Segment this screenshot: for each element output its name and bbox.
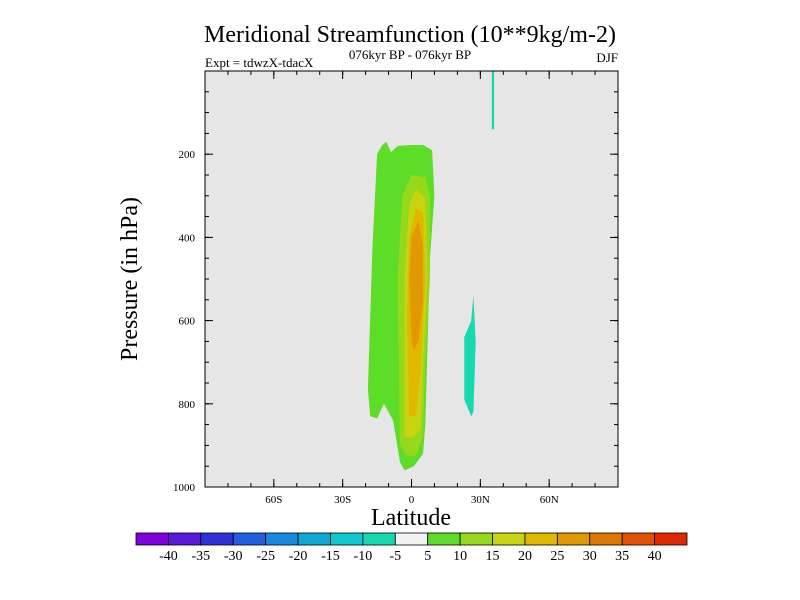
colorbar-label: -15 [321,549,340,564]
contour-regions [367,71,495,471]
colorbar-box [168,532,202,546]
colorbar-box [621,532,655,546]
x-tick-label: 30S [334,494,351,506]
colorbar-box [135,532,169,546]
negative-streak-upper [491,71,495,130]
colorbar-box [200,532,234,546]
colorbar-label: 10 [453,549,467,564]
axis-ticks: 60S 30S 0 30N 60N 200 400 600 800 1000 [173,71,618,506]
colorbar-label: 15 [486,549,500,564]
colorbar-label: 5 [424,549,431,564]
y-axis-label: Pressure (in hPa) [117,197,143,361]
x-tick-label: 30N [471,494,490,506]
colorbar-box [330,532,364,546]
colorbar: -40 -35 -30 -25 -20 -15 -10 -5 5 10 15 20 25 30 35 40 [135,532,688,564]
colorbar-label: 40 [648,549,662,564]
colorbar-label: 35 [615,549,629,564]
colorbar-label: -5 [389,549,401,564]
right-string: DJF [596,50,618,65]
colorbar-label: -30 [224,549,243,564]
chart-title: Meridional Streamfunction (10**9kg/m-2) [204,22,616,48]
x-tick-label: 0 [409,494,415,506]
colorbar-label: -10 [354,549,373,564]
left-string: Expt = tdwzX-tdacX [205,55,314,70]
center-string: 076kyr BP - 076kyr BP [349,47,471,62]
colorbar-box [297,532,331,546]
colorbar-label: -25 [256,549,275,564]
x-tick-label: 60N [540,494,559,506]
colorbar-box [556,532,591,546]
colorbar-label: -20 [289,549,308,564]
y-tick-label: 600 [179,316,196,328]
y-tick-label: 200 [179,149,196,161]
colorbar-box [654,532,688,546]
positive-25-30-region [409,220,423,350]
colorbar-label: 25 [550,549,564,564]
colorbar-box [427,532,461,546]
x-axis-label: Latitude [371,505,451,531]
y-tick-label: 800 [179,399,196,411]
y-tick-label: 1000 [173,482,196,494]
colorbar-label: -40 [159,549,178,564]
colorbar-label: 30 [583,549,597,564]
colorbar-label: 20 [518,549,532,564]
negative-patch-mid [464,295,476,417]
colorbar-box [394,532,429,546]
colorbar-box [232,532,267,546]
y-tick-label: 400 [179,232,196,244]
x-tick-label: 60S [265,494,282,506]
colorbar-box [589,532,623,546]
colorbar-box [362,532,396,546]
colorbar-box [265,532,299,546]
colorbar-box [459,532,493,546]
colorbar-label: -35 [191,549,210,564]
colorbar-box [492,532,526,546]
colorbar-box [524,532,558,546]
